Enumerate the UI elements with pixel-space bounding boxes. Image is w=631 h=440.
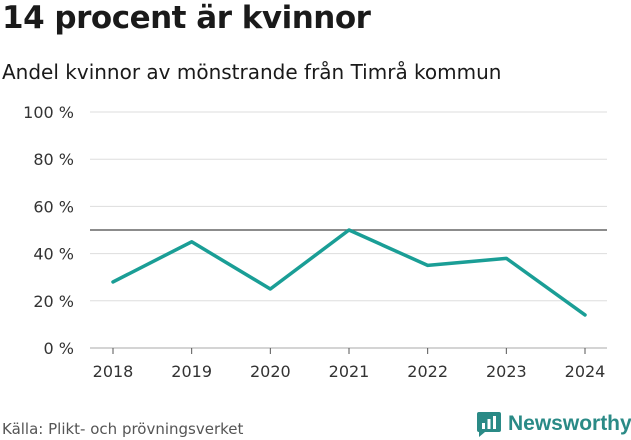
brand-name: Newsworthy (508, 412, 631, 435)
y-tick-label: 40 % (33, 245, 74, 264)
brand-logo: Newsworthy (476, 408, 631, 440)
y-axis-ticks: 0 % 20 % 40 % 60 % 80 % 100 % (23, 103, 74, 358)
y-tick-label: 80 % (33, 150, 74, 169)
y-tick-label: 0 % (44, 339, 74, 358)
series-group (111, 228, 587, 317)
source-note: Källa: Plikt- och prövningsverket (2, 420, 244, 438)
y-tick-label: 100 % (23, 103, 74, 122)
x-tick-label: 2022 (407, 362, 448, 381)
x-tick-label: 2024 (565, 362, 606, 381)
chart-title: 14 procent är kvinnor (2, 0, 371, 36)
x-tick-label: 2019 (171, 362, 212, 381)
x-axis-ticks: 2018 2019 2020 2021 2022 2023 2024 (93, 348, 606, 381)
newsworthy-logo-icon (477, 412, 501, 437)
x-tick-label: 2023 (486, 362, 527, 381)
x-tick-label: 2021 (329, 362, 370, 381)
chart-subtitle: Andel kvinnor av mönstrande från Timrå k… (2, 60, 502, 84)
x-tick-label: 2020 (250, 362, 291, 381)
x-tick-label: 2018 (93, 362, 134, 381)
y-tick-label: 20 % (33, 292, 74, 311)
series-line (111, 228, 587, 317)
y-tick-label: 60 % (33, 197, 74, 216)
